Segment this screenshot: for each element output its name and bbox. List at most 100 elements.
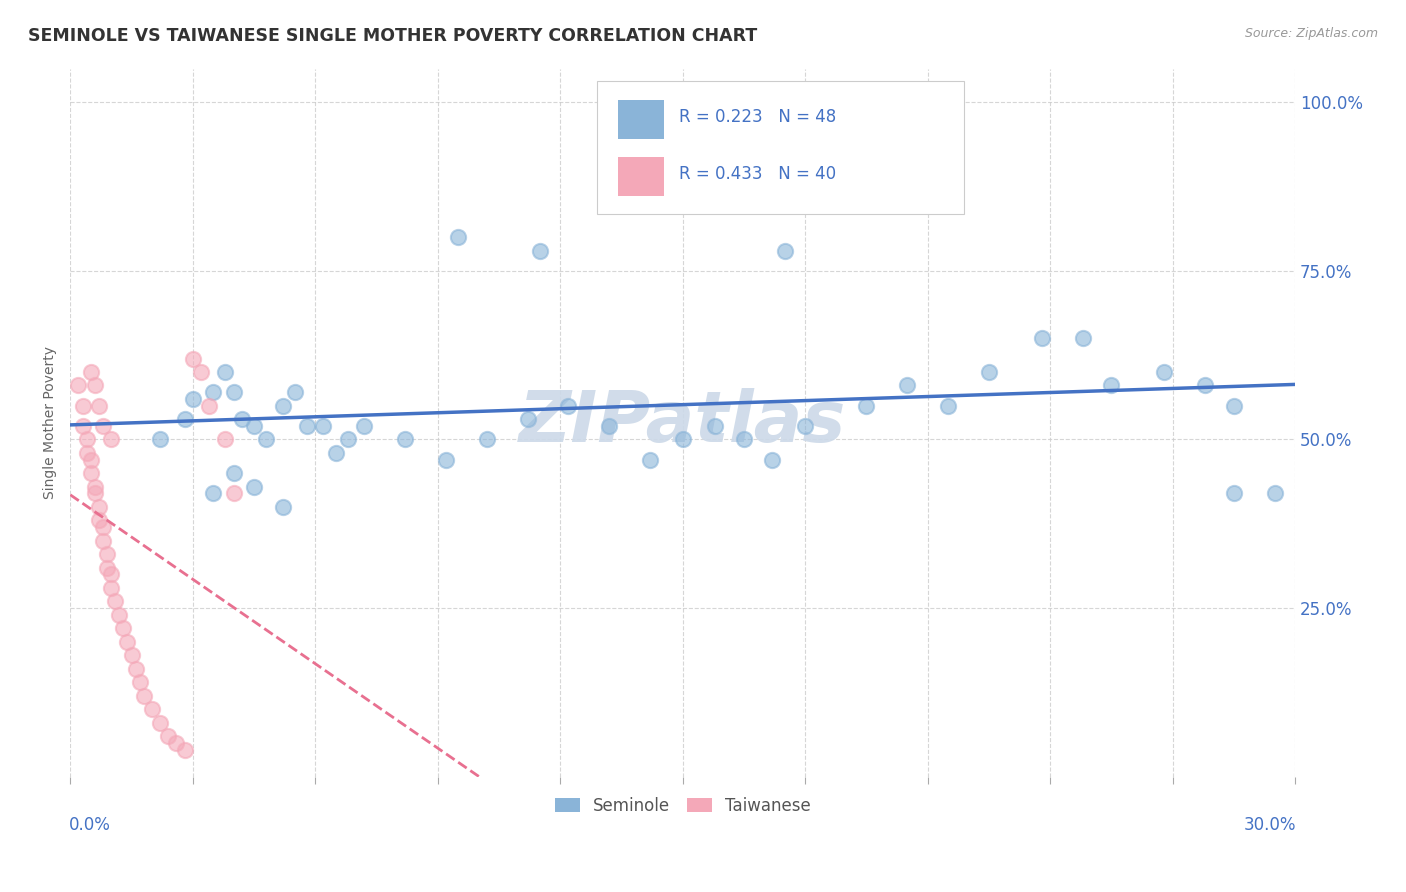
Point: [1264, 486, 1286, 500]
Point: [598, 419, 620, 434]
Text: 30.0%: 30.0%: [1244, 815, 1296, 833]
Point: [1099, 378, 1122, 392]
Point: [80, 466, 103, 480]
Point: [80, 365, 103, 379]
Point: [83, 378, 105, 392]
Point: [104, 594, 127, 608]
Point: [124, 662, 146, 676]
Point: [529, 244, 551, 258]
Point: [896, 378, 918, 392]
Point: [1071, 331, 1094, 345]
Point: [80, 452, 103, 467]
Y-axis label: Single Mother Poverty: Single Mother Poverty: [44, 346, 58, 499]
Point: [231, 412, 253, 426]
Point: [1153, 365, 1175, 379]
Point: [83, 486, 105, 500]
Text: Source: ZipAtlas.com: Source: ZipAtlas.com: [1244, 27, 1378, 40]
Point: [91, 520, 114, 534]
Point: [173, 412, 195, 426]
Point: [353, 419, 375, 434]
Point: [87, 513, 110, 527]
Point: [121, 648, 143, 663]
Point: [794, 419, 817, 434]
Point: [87, 500, 110, 514]
FancyBboxPatch shape: [598, 80, 965, 214]
Point: [67, 378, 90, 392]
Text: SEMINOLE VS TAIWANESE SINGLE MOTHER POVERTY CORRELATION CHART: SEMINOLE VS TAIWANESE SINGLE MOTHER POVE…: [28, 27, 758, 45]
Point: [214, 433, 236, 447]
Text: 0.0%: 0.0%: [69, 815, 111, 833]
Point: [977, 365, 1000, 379]
Point: [1223, 486, 1246, 500]
Point: [312, 419, 335, 434]
Bar: [617, 157, 664, 196]
Point: [198, 399, 221, 413]
Point: [325, 446, 347, 460]
Point: [190, 365, 212, 379]
Point: [222, 486, 245, 500]
Point: [254, 433, 277, 447]
Point: [936, 399, 959, 413]
Point: [96, 547, 118, 561]
Point: [76, 433, 98, 447]
Point: [112, 621, 135, 635]
Point: [202, 385, 225, 400]
Point: [271, 399, 294, 413]
Point: [117, 634, 139, 648]
Point: [516, 412, 538, 426]
Point: [157, 729, 180, 743]
Point: [100, 433, 122, 447]
Point: [761, 452, 783, 467]
Point: [132, 689, 155, 703]
Point: [704, 419, 727, 434]
Point: [181, 392, 204, 406]
Point: [1194, 378, 1216, 392]
Point: [336, 433, 359, 447]
Point: [96, 560, 118, 574]
Point: [87, 399, 110, 413]
Point: [149, 715, 172, 730]
Point: [1223, 399, 1246, 413]
Bar: [617, 101, 664, 139]
Point: [243, 419, 266, 434]
Point: [91, 533, 114, 548]
Point: [672, 433, 695, 447]
Text: ZIPatlas: ZIPatlas: [519, 388, 846, 457]
Point: [284, 385, 307, 400]
Point: [434, 452, 457, 467]
Point: [1031, 331, 1053, 345]
Point: [638, 452, 661, 467]
Point: [214, 365, 236, 379]
Point: [243, 480, 266, 494]
Point: [733, 433, 755, 447]
Point: [173, 742, 195, 756]
Point: [773, 244, 796, 258]
Point: [181, 351, 204, 366]
Text: R = 0.433   N = 40: R = 0.433 N = 40: [679, 165, 837, 183]
Point: [222, 466, 245, 480]
Point: [72, 419, 94, 434]
Point: [83, 480, 105, 494]
Point: [222, 385, 245, 400]
Point: [295, 419, 318, 434]
Point: [557, 399, 579, 413]
Legend: Seminole, Taiwanese: Seminole, Taiwanese: [548, 790, 817, 822]
Point: [271, 500, 294, 514]
Point: [149, 433, 172, 447]
Point: [76, 446, 98, 460]
Point: [141, 702, 163, 716]
Point: [394, 433, 416, 447]
Point: [202, 486, 225, 500]
Text: R = 0.223   N = 48: R = 0.223 N = 48: [679, 109, 837, 127]
Point: [447, 230, 470, 244]
Point: [100, 581, 122, 595]
Point: [475, 433, 498, 447]
Point: [72, 399, 94, 413]
Point: [692, 183, 714, 197]
Point: [108, 607, 131, 622]
Point: [855, 399, 877, 413]
Point: [166, 736, 188, 750]
Point: [100, 567, 122, 582]
Point: [128, 675, 150, 690]
Point: [91, 419, 114, 434]
